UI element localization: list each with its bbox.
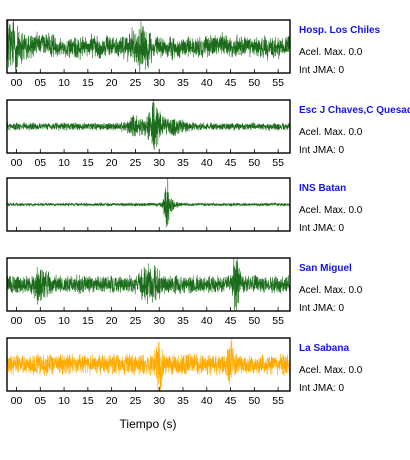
waveform-trace (7, 258, 290, 311)
x-tick-label: 35 (177, 77, 189, 89)
x-tick-label: 00 (11, 77, 23, 89)
x-tick-label: 05 (34, 157, 46, 169)
max-acceleration: Acel. Max. 0.0 (299, 127, 363, 138)
x-tick-label: 25 (130, 157, 142, 169)
panel-4: 00 05 10 15 20 25 30 35 40 45 50 55 San Miguel Acel. … (6, 257, 363, 327)
x-tick-label: 25 (130, 315, 142, 327)
station-name: Hosp. Los Chiles (299, 25, 381, 36)
x-tick-label: 55 (272, 77, 284, 89)
panel-3: INS Batan Acel. Max. 0.0 Int JMA: 0 (6, 177, 363, 234)
x-tick-label: 30 (153, 395, 165, 407)
panel-frame (6, 337, 291, 392)
x-tick-label: 50 (248, 315, 260, 327)
x-tick-label: 00 (11, 157, 23, 169)
x-tick-label: 30 (153, 157, 165, 169)
x-tick-label: 15 (82, 157, 94, 169)
waveform-trace (7, 20, 290, 73)
station-name: San Miguel (299, 263, 352, 274)
x-tick-label: 35 (177, 315, 189, 327)
x-tick-label: 05 (34, 395, 46, 407)
x-tick-label: 25 (130, 77, 142, 89)
x-tick-label: 30 (153, 77, 165, 89)
x-tick-label: 00 (11, 315, 23, 327)
x-tick-label: 40 (201, 157, 213, 169)
x-tick-label: 10 (58, 395, 70, 407)
x-tick-label: 10 (58, 315, 70, 327)
x-tick-label: 20 (106, 157, 118, 169)
x-tick-label: 45 (225, 157, 237, 169)
max-acceleration: Acel. Max. 0.0 (299, 47, 363, 58)
x-tick-label: 10 (58, 157, 70, 169)
x-tick-label: 30 (153, 315, 165, 327)
panel-frame (6, 99, 291, 154)
x-tick-label: 15 (82, 315, 94, 327)
x-tick-label: 15 (82, 77, 94, 89)
station-name: La Sabana (299, 343, 349, 354)
x-tick-label: 45 (225, 77, 237, 89)
x-tick-label: 05 (34, 315, 46, 327)
panel-frame (6, 177, 291, 232)
jma-intensity: Int JMA: 0 (299, 65, 344, 76)
waveform-trace (7, 338, 290, 391)
x-tick-label: 40 (201, 395, 213, 407)
x-tick-label: 45 (225, 395, 237, 407)
x-tick-label: 55 (272, 157, 284, 169)
x-tick-label: 40 (201, 77, 213, 89)
max-acceleration: Acel. Max. 0.0 (299, 285, 363, 296)
x-tick-label: 35 (177, 157, 189, 169)
waveform-trace (7, 178, 290, 228)
max-acceleration: Acel. Max. 0.0 (299, 205, 363, 216)
x-tick-label: 05 (34, 77, 46, 89)
max-acceleration: Acel. Max. 0.0 (299, 365, 363, 376)
station-name: INS Batan (299, 183, 346, 194)
panel-frame (6, 19, 291, 74)
x-tick-label: 20 (106, 77, 118, 89)
x-tick-label: 50 (248, 77, 260, 89)
panel-frame (6, 257, 291, 312)
panel-5: 00 05 10 15 20 25 30 35 40 45 50 55 La Sabana Acel. M… (6, 337, 363, 407)
x-tick-label: 45 (225, 315, 237, 327)
x-tick-label: 25 (130, 395, 142, 407)
x-tick-label: 55 (272, 395, 284, 407)
x-tick-label: 55 (272, 315, 284, 327)
waveform-trace (7, 100, 290, 150)
x-tick-label: 35 (177, 395, 189, 407)
x-tick-label: 20 (106, 315, 118, 327)
x-tick-label: 40 (201, 315, 213, 327)
x-tick-label: 15 (82, 395, 94, 407)
x-axis-label: Tiempo (s) (120, 417, 177, 431)
jma-intensity: Int JMA: 0 (299, 383, 344, 394)
panel-2: 00 05 10 15 20 25 30 35 40 45 50 55 Esc J Chaves,C Q… (6, 99, 410, 169)
jma-intensity: Int JMA: 0 (299, 223, 344, 234)
x-tick-label: 10 (58, 77, 70, 89)
x-tick-label: 00 (11, 395, 23, 407)
jma-intensity: Int JMA: 0 (299, 145, 344, 156)
x-tick-label: 50 (248, 157, 260, 169)
x-tick-label: 50 (248, 395, 260, 407)
x-tick-label: 20 (106, 395, 118, 407)
station-name: Esc J Chaves,C Quesada (299, 105, 410, 116)
panel-1: 00 05 10 15 20 25 30 35 40 45 50 55 Hosp. Los Chiles… (6, 19, 381, 89)
jma-intensity: Int JMA: 0 (299, 303, 344, 314)
